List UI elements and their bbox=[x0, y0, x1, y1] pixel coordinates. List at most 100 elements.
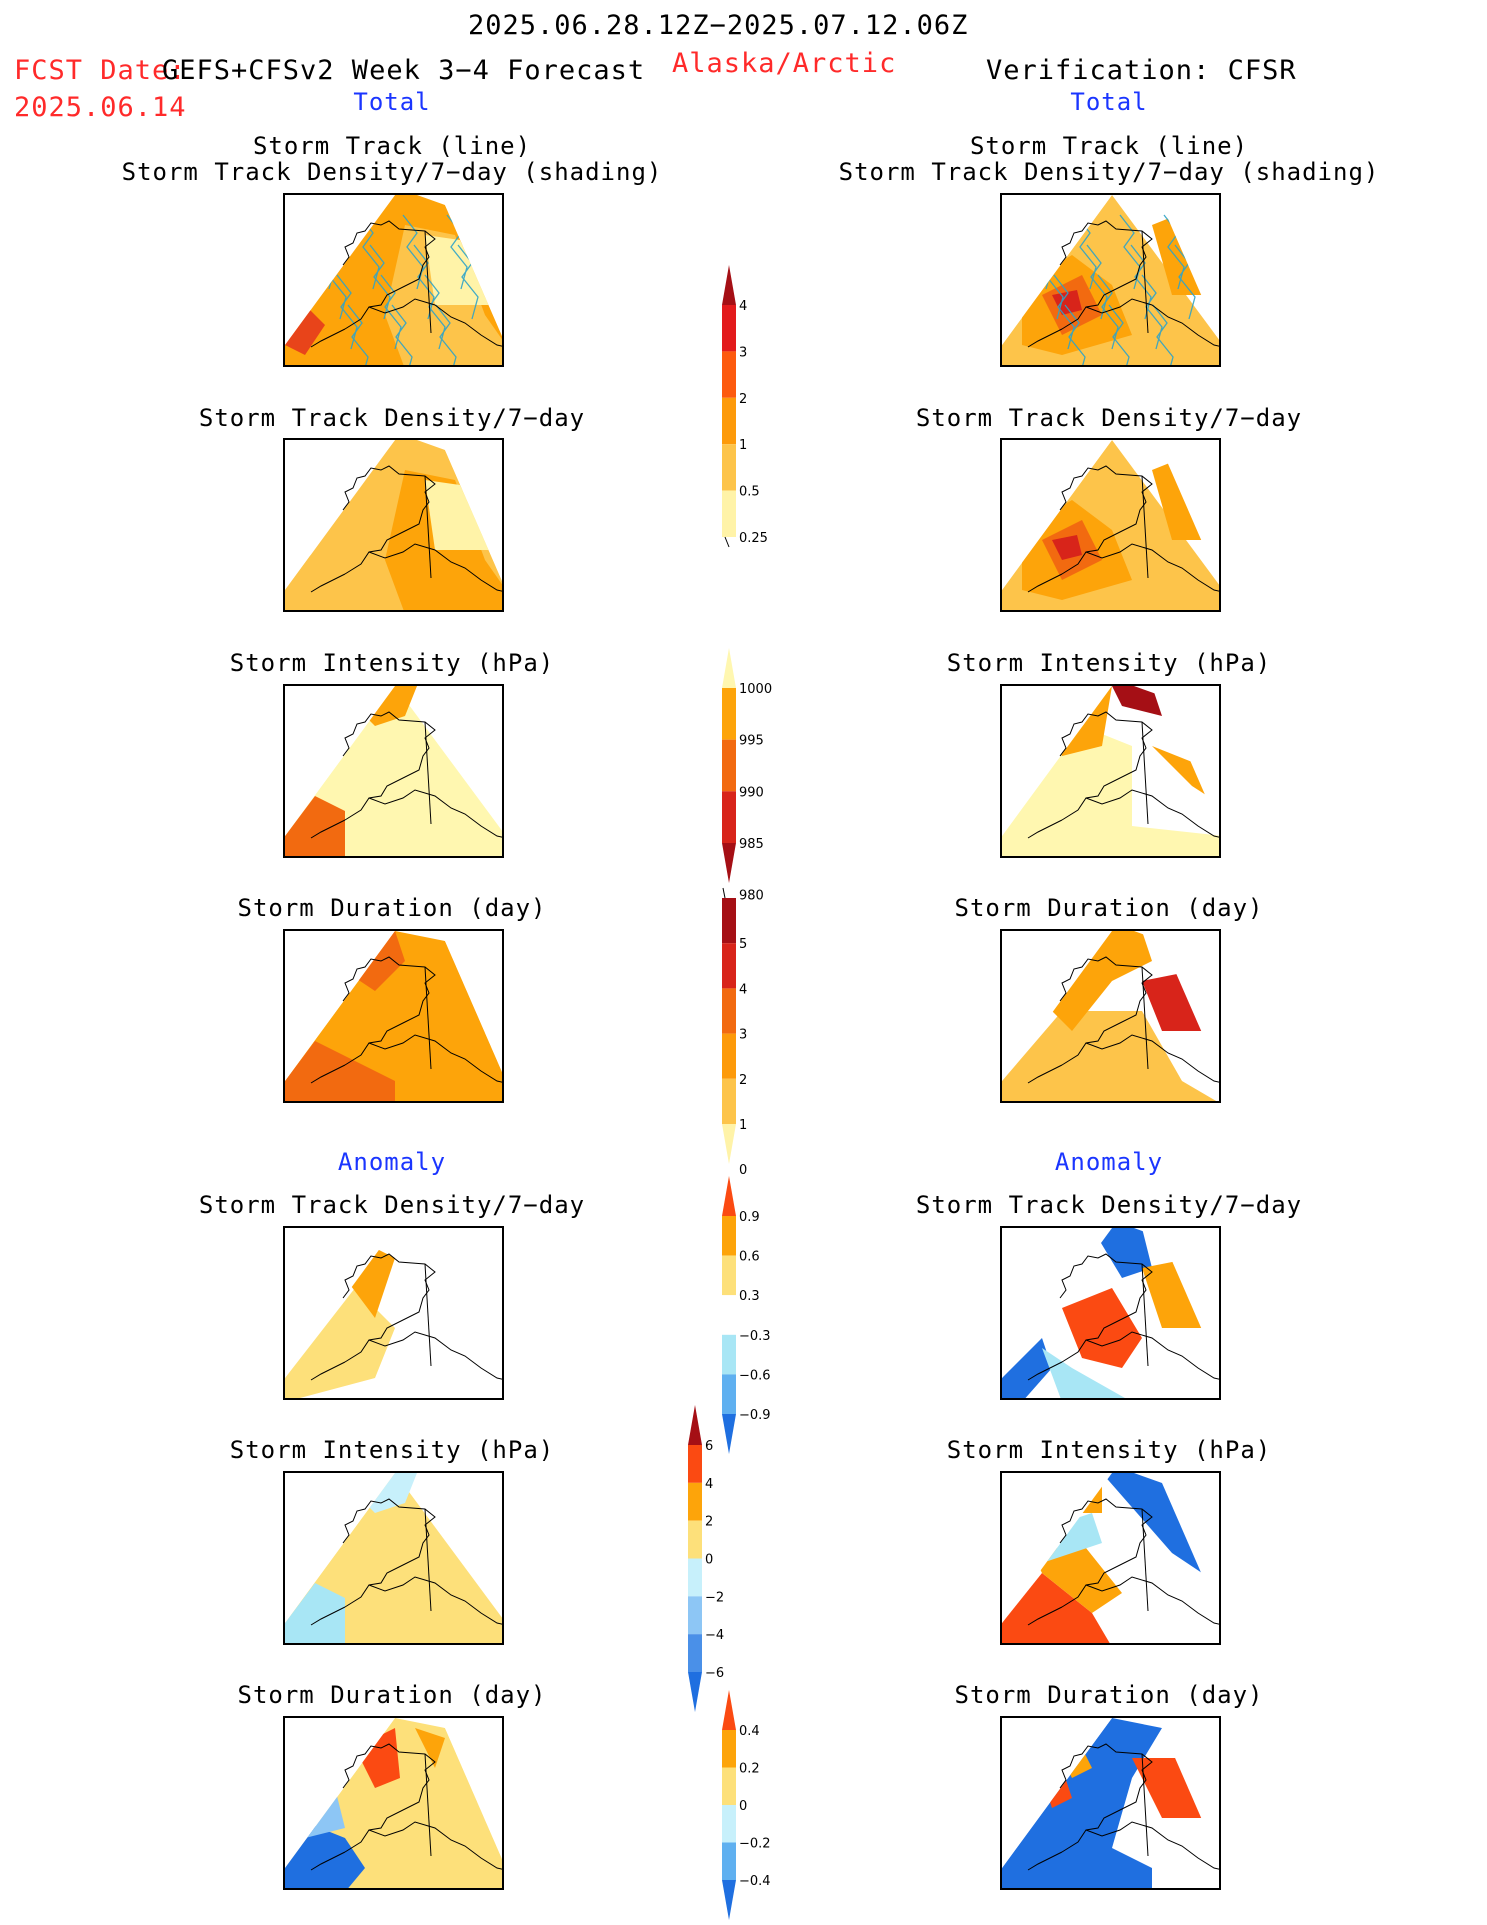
colorbar-swatch bbox=[722, 791, 736, 843]
coastline bbox=[1059, 1743, 1219, 1870]
colorbar-tick-label: 4 bbox=[739, 982, 747, 997]
colorbar-swatch bbox=[722, 688, 736, 740]
oa-duration-map bbox=[1000, 1716, 1221, 1890]
shaded-field-1 bbox=[285, 1288, 395, 1398]
coastline bbox=[342, 956, 502, 1083]
colorbar-swatch bbox=[688, 1596, 702, 1635]
colorbar-tick-label: 0.9 bbox=[739, 1210, 760, 1225]
intensity-colorbar: 1000 995 990 985 980 bbox=[722, 0, 812, 904]
colorbar-tick-label: 990 bbox=[739, 785, 764, 800]
colorbar-arrow-top bbox=[722, 1176, 736, 1216]
fa-duration-map bbox=[283, 1716, 504, 1890]
colorbar-tick-label: 0.6 bbox=[739, 1250, 760, 1265]
colorbar-arrow-top bbox=[722, 1690, 736, 1730]
colorbar-tick-label: 6 bbox=[705, 1439, 713, 1454]
colorbar-tick-label: 995 bbox=[739, 734, 764, 749]
colorbar-tick-label: −2 bbox=[705, 1590, 724, 1605]
ob-intensity-title: Storm Intensity (hPa) bbox=[946, 649, 1272, 677]
shaded-field-5 bbox=[1142, 1258, 1207, 1328]
ob-track-map bbox=[1000, 193, 1221, 367]
colorbar-tick-label: 2 bbox=[739, 1073, 747, 1088]
colorbar-tick-label: 5 bbox=[739, 937, 747, 952]
colorbar-tick-label: 2 bbox=[739, 392, 747, 407]
aleutian-coast bbox=[1027, 1851, 1063, 1871]
aleutian-coast bbox=[310, 328, 346, 348]
colorbar-tick-label: 0 bbox=[739, 1799, 747, 1814]
aleutian-coast bbox=[310, 1606, 346, 1626]
coastline bbox=[342, 711, 502, 838]
shaded-field-1 bbox=[1002, 1011, 1219, 1101]
shaded-field-1 bbox=[1002, 726, 1219, 856]
anom-intensity-colorbar: 6 4 2 0 −2 −4 −6 bbox=[688, 0, 778, 1712]
colorbar-tick-label: 985 bbox=[739, 837, 764, 852]
shaded-field-3 bbox=[1152, 746, 1219, 806]
anom-density-colorbar: 0.9 0.6 0.3 −0.3 −0.6 −0.9 bbox=[722, 0, 812, 1454]
fa-intensity-map bbox=[283, 1471, 504, 1645]
fc-intensity-map bbox=[283, 684, 504, 858]
colorbar-arrow-top bbox=[688, 1405, 702, 1445]
canada-border bbox=[1141, 475, 1149, 579]
coastline bbox=[1059, 1253, 1219, 1380]
colorbar-swatch bbox=[722, 988, 736, 1034]
colorbar-tick-label: 0.4 bbox=[739, 1724, 760, 1739]
coastline bbox=[1059, 711, 1219, 838]
aleutian-coast bbox=[1027, 819, 1063, 839]
colorbar-tick-label: −0.9 bbox=[739, 1408, 771, 1423]
fc-density-map bbox=[283, 438, 504, 612]
colorbar-arrow-top bbox=[722, 265, 736, 305]
colorbar-tick-label: 0.3 bbox=[739, 1289, 760, 1304]
colorbar-swatch bbox=[722, 1842, 736, 1880]
fa-duration-title: Storm Duration (day) bbox=[237, 1681, 547, 1709]
coastline bbox=[1059, 465, 1219, 592]
colorbar-swatch bbox=[688, 1634, 702, 1672]
colorbar-tick-label: −0.4 bbox=[739, 1874, 771, 1889]
shaded-field-4 bbox=[285, 305, 325, 355]
colorbar-swatch bbox=[722, 1033, 736, 1079]
colorbar-tick-label: 0.25 bbox=[739, 531, 768, 546]
colorbar-arrow-bottom bbox=[722, 1414, 736, 1454]
fcst-date-label: FCST Date: bbox=[14, 55, 187, 86]
aleutian-coast bbox=[310, 1064, 346, 1084]
colorbar-tick-label: −6 bbox=[705, 1666, 724, 1681]
coastline bbox=[342, 1498, 502, 1625]
shaded-field-3 bbox=[1092, 1228, 1152, 1278]
ob-track-title-1: Storm Track (line) bbox=[969, 132, 1249, 160]
canada-border bbox=[424, 1508, 432, 1612]
shaded-field-1 bbox=[1002, 1718, 1162, 1888]
fc-duration-map bbox=[283, 929, 504, 1103]
colorbar-swatch bbox=[722, 1078, 736, 1124]
colorbar-arrow-bottom bbox=[722, 1880, 736, 1920]
fc-intensity-title: Storm Intensity (hPa) bbox=[229, 649, 555, 677]
colorbar-tick-label: 0.5 bbox=[739, 485, 760, 500]
fc-density-title: Storm Track Density/7−day bbox=[198, 404, 586, 432]
shaded-field-3 bbox=[425, 235, 490, 305]
colorbar-tick-label: 1 bbox=[739, 1118, 747, 1133]
colorbar-tick-label: 4 bbox=[705, 1477, 713, 1492]
aleutian-coast bbox=[1027, 328, 1063, 348]
colorbar-tick-label: 1000 bbox=[739, 682, 772, 697]
ob-intensity-map bbox=[1000, 684, 1221, 858]
colorbar-swatch bbox=[688, 1482, 702, 1521]
colorbar-swatch bbox=[722, 1374, 736, 1414]
shaded-field-3 bbox=[1142, 971, 1207, 1031]
ob-density-map bbox=[1000, 438, 1221, 612]
oa-duration-title: Storm Duration (day) bbox=[954, 1681, 1264, 1709]
colorbar-swatch bbox=[722, 943, 736, 989]
ob-track-title-2: Storm Track Density/7−day (shading) bbox=[838, 158, 1380, 186]
oa-density-title: Storm Track Density/7−day bbox=[915, 1191, 1303, 1219]
colorbar-swatch bbox=[722, 1730, 736, 1768]
aleutian-coast bbox=[1027, 573, 1063, 593]
coastline bbox=[342, 1253, 502, 1380]
aleutian-coast bbox=[310, 1851, 346, 1871]
oa-intensity-title: Storm Intensity (hPa) bbox=[946, 1436, 1272, 1464]
colorbar-tick-label: 3 bbox=[739, 1028, 747, 1043]
colorbar-tick-label: 3 bbox=[739, 345, 747, 360]
canada-border bbox=[424, 475, 432, 579]
colorbar-tick-label: 0.2 bbox=[739, 1762, 760, 1777]
colorbar-arrow-top bbox=[722, 648, 736, 688]
colorbar-arrow-bottom bbox=[688, 1672, 702, 1712]
colorbar-tick-label: −0.3 bbox=[739, 1329, 771, 1344]
colorbar-tick-label: 4 bbox=[739, 299, 747, 314]
colorbar-swatch bbox=[722, 351, 736, 398]
ob-duration-title: Storm Duration (day) bbox=[954, 894, 1264, 922]
